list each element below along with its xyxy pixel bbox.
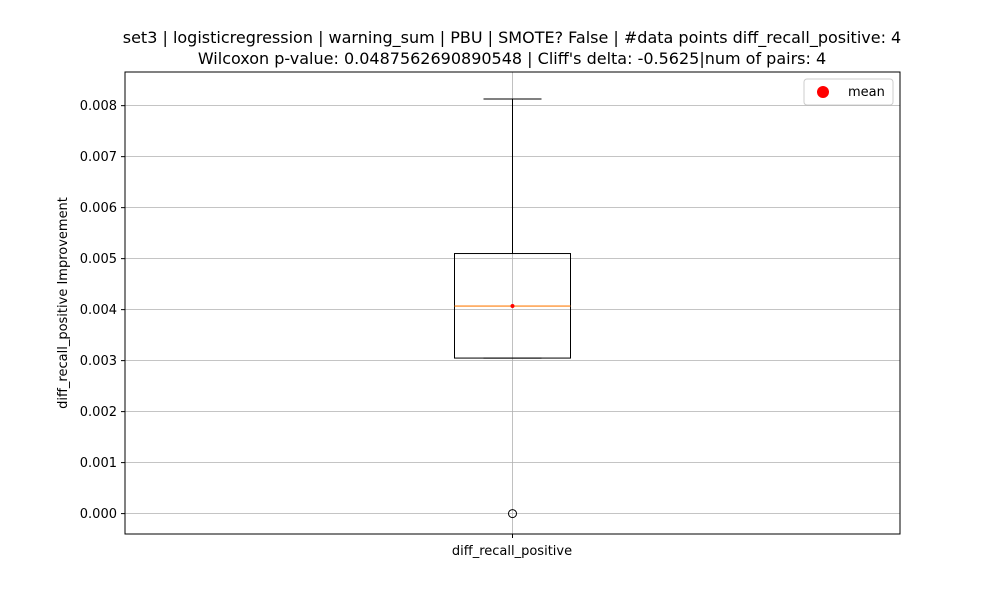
y-tick-label: 0.008 [80,99,117,114]
y-tick-label: 0.007 [80,150,117,165]
legend-frame [803,78,894,106]
box-elements [454,98,571,519]
outlier-point [508,509,517,519]
y-tick-label: 0.005 [80,252,117,267]
chart-subtitle: Wilcoxon p-value: 0.0487562690890548 | C… [198,49,826,68]
y-tick-label: 0.003 [80,354,117,369]
plot-frame [124,71,901,535]
chart-title: set3 | logisticregression | warning_sum … [123,28,901,48]
y-tick-label: 0.001 [80,456,117,471]
legend: mean [803,78,894,106]
y-axis-ticks: 0.000 0.001 0.002 0.003 0.004 0.005 0.006 0.007… [80,99,513,538]
legend-mean-label: mean [848,85,885,100]
legend-mean-marker [817,86,829,98]
mean-marker [510,304,515,309]
y-tick-label: 0.004 [80,303,117,318]
x-tick-label: diff_recall_positive [452,544,572,559]
y-axis-label: diff_recall_positive Improvement [56,197,71,409]
y-tick-label: 0.000 [80,507,117,522]
y-tick-label: 0.006 [80,201,117,216]
y-tick-label: 0.002 [80,405,117,420]
